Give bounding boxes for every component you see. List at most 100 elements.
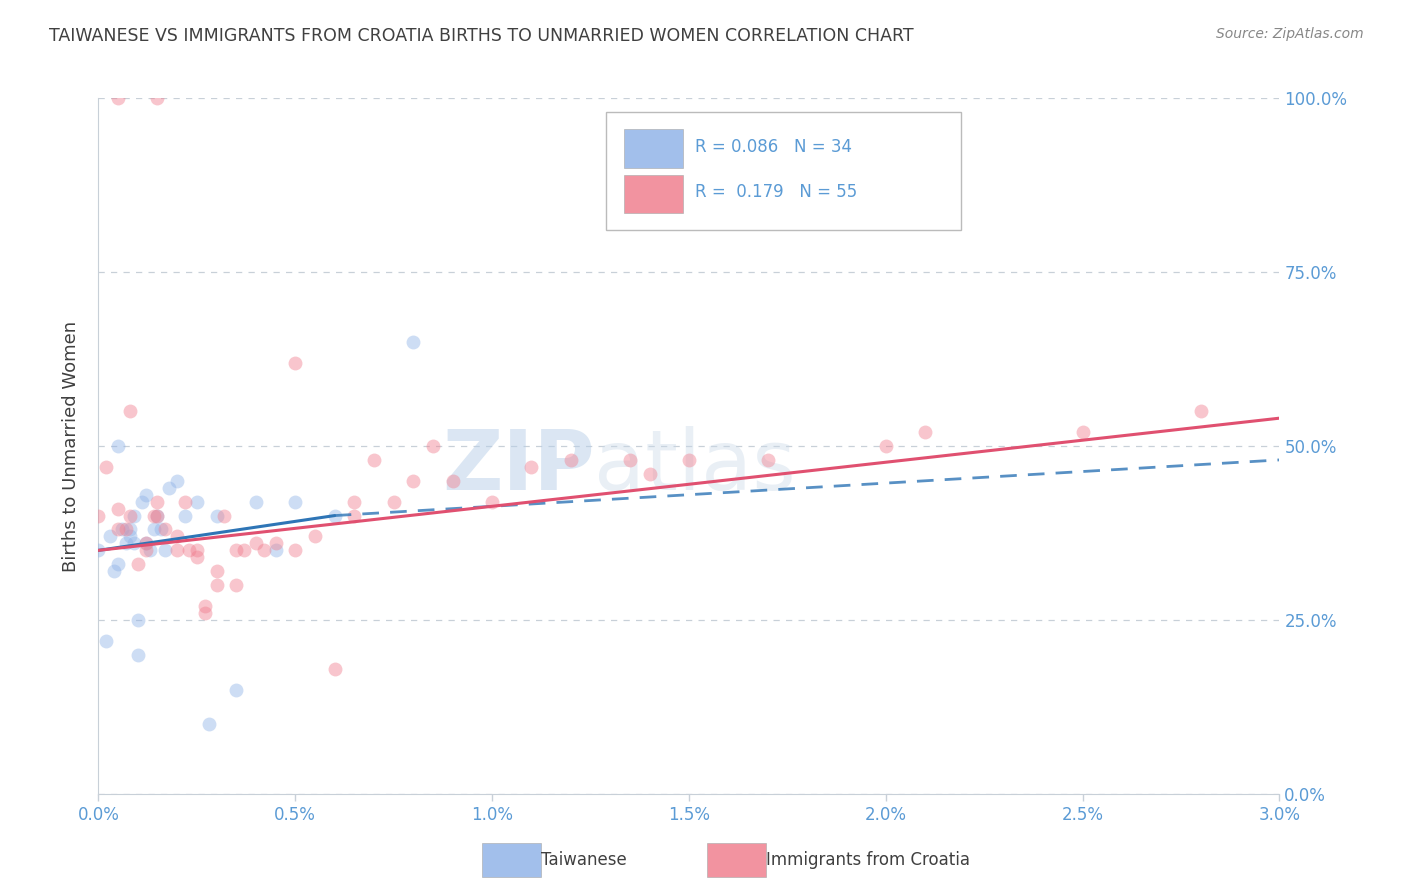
FancyBboxPatch shape — [606, 112, 960, 230]
Text: Taiwanese: Taiwanese — [541, 851, 627, 869]
Point — [245, 536, 267, 550]
Point — [284, 494, 307, 508]
Point — [127, 558, 149, 572]
Point — [138, 543, 160, 558]
Point — [96, 633, 118, 648]
Point — [87, 508, 110, 523]
Point — [264, 543, 287, 558]
Point — [107, 523, 129, 537]
Point — [343, 494, 366, 508]
Point — [284, 543, 307, 558]
Point — [157, 481, 180, 495]
Point — [127, 648, 149, 662]
Point — [914, 425, 936, 439]
Point — [135, 488, 157, 502]
Point — [186, 543, 208, 558]
Point — [638, 467, 661, 481]
Point — [166, 474, 188, 488]
Point — [115, 536, 138, 550]
Point — [205, 578, 228, 592]
Point — [756, 453, 779, 467]
Point — [520, 459, 543, 474]
Point — [194, 599, 217, 613]
Point — [678, 453, 700, 467]
Point — [422, 439, 444, 453]
Point — [174, 494, 197, 508]
Point — [382, 494, 405, 508]
Point — [205, 508, 228, 523]
Point — [155, 543, 177, 558]
Point — [1189, 404, 1212, 418]
Point — [103, 564, 125, 578]
Point — [122, 536, 145, 550]
Point — [225, 543, 247, 558]
Point — [304, 529, 326, 543]
Point — [118, 508, 141, 523]
Y-axis label: Births to Unmarried Women: Births to Unmarried Women — [62, 320, 80, 572]
Point — [402, 334, 425, 349]
Point — [111, 523, 134, 537]
Text: Source: ZipAtlas.com: Source: ZipAtlas.com — [1216, 27, 1364, 41]
Point — [107, 558, 129, 572]
Point — [197, 717, 219, 731]
Point — [155, 523, 177, 537]
Point — [205, 564, 228, 578]
FancyBboxPatch shape — [707, 843, 766, 878]
Text: TAIWANESE VS IMMIGRANTS FROM CROATIA BIRTHS TO UNMARRIED WOMEN CORRELATION CHART: TAIWANESE VS IMMIGRANTS FROM CROATIA BIR… — [49, 27, 914, 45]
Point — [363, 453, 385, 467]
Text: Immigrants from Croatia: Immigrants from Croatia — [766, 851, 970, 869]
Point — [107, 501, 129, 516]
Point — [225, 578, 247, 592]
Point — [146, 91, 169, 105]
Point — [253, 543, 276, 558]
Point — [115, 523, 138, 537]
Point — [323, 662, 346, 676]
Point — [875, 439, 897, 453]
Point — [323, 508, 346, 523]
Text: R = 0.086   N = 34: R = 0.086 N = 34 — [695, 138, 852, 156]
Point — [441, 474, 464, 488]
Point — [98, 529, 121, 543]
Point — [146, 508, 169, 523]
Point — [284, 355, 307, 369]
Point — [233, 543, 256, 558]
Point — [118, 404, 141, 418]
Point — [131, 494, 153, 508]
Point — [245, 494, 267, 508]
Point — [87, 543, 110, 558]
Point — [166, 543, 188, 558]
Point — [118, 529, 141, 543]
Point — [107, 439, 129, 453]
Point — [96, 459, 118, 474]
Point — [174, 508, 197, 523]
Point — [135, 536, 157, 550]
Point — [127, 613, 149, 627]
Point — [560, 453, 582, 467]
Point — [343, 508, 366, 523]
Point — [142, 523, 165, 537]
Text: ZIP: ZIP — [441, 426, 595, 508]
Point — [166, 529, 188, 543]
Point — [619, 453, 641, 467]
Point — [481, 494, 503, 508]
Point — [194, 606, 217, 620]
FancyBboxPatch shape — [482, 843, 541, 878]
FancyBboxPatch shape — [624, 175, 683, 213]
Point — [150, 523, 173, 537]
Point — [186, 494, 208, 508]
Point — [122, 508, 145, 523]
Point — [146, 494, 169, 508]
Point — [402, 474, 425, 488]
FancyBboxPatch shape — [624, 129, 683, 168]
Point — [118, 523, 141, 537]
Text: R =  0.179   N = 55: R = 0.179 N = 55 — [695, 183, 858, 201]
Text: atlas: atlas — [595, 426, 796, 508]
Point — [225, 682, 247, 697]
Point — [264, 536, 287, 550]
Point — [1071, 425, 1094, 439]
Point — [186, 550, 208, 565]
Point — [177, 543, 200, 558]
Point — [214, 508, 236, 523]
Point — [146, 508, 169, 523]
Point — [135, 536, 157, 550]
